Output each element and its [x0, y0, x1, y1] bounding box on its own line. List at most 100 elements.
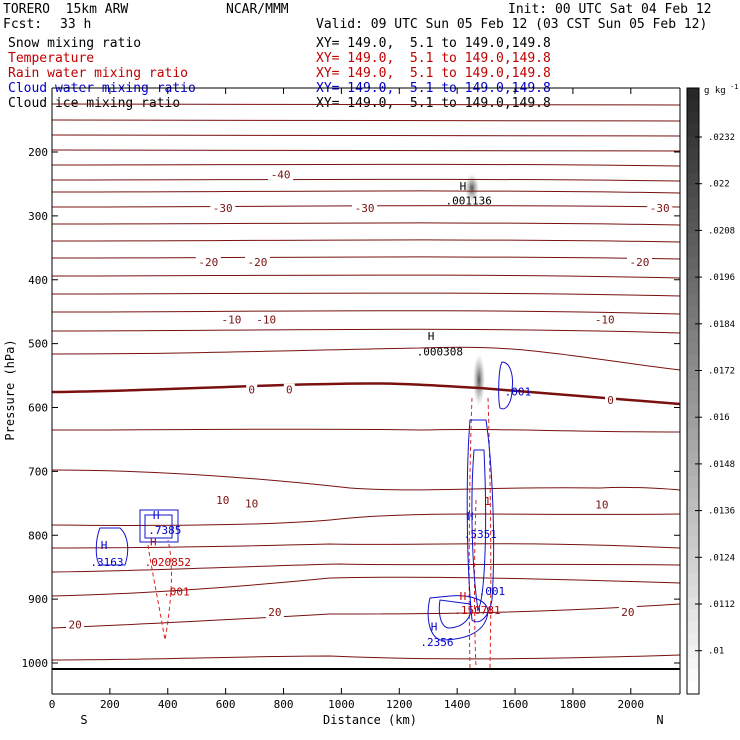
isotherm — [51, 163, 681, 167]
x-tick-label: 1600 — [502, 698, 529, 711]
temperature-label: 10 — [245, 497, 258, 510]
cloud-water-contour — [427, 595, 489, 641]
annotation-label: H — [460, 590, 467, 603]
temperature-label-bg — [246, 383, 258, 396]
colorbar-tick-label: .0196 — [708, 273, 735, 283]
isotherm — [51, 119, 681, 122]
annotation-label: .001 — [505, 386, 532, 399]
temperature-label-bg — [66, 618, 85, 631]
colorbar-swatch — [687, 633, 699, 647]
temperature-label: 20 — [268, 606, 281, 619]
snow-shading-column — [473, 354, 485, 406]
freezing-level-isotherm — [51, 382, 681, 406]
temperature-label-bg — [592, 313, 618, 326]
temperature-label-bg — [218, 313, 244, 326]
annotation-label: .7385 — [148, 524, 181, 537]
isotherm — [51, 256, 681, 260]
annotation-label: .001 — [163, 585, 190, 598]
y-axis-title: Pressure (hPa) — [3, 339, 17, 440]
field-xy-snow: XY= 149.0, 5.1 to 149.0,149.8 — [316, 36, 551, 51]
north-end-label: N — [656, 713, 663, 727]
colorbar-tick-label: .0184 — [708, 320, 735, 330]
colorbar-swatch — [687, 269, 699, 283]
colorbar-swatch — [687, 306, 699, 319]
x-tick-label: 800 — [274, 698, 294, 711]
annotation-label: .000308 — [417, 345, 463, 358]
ice-shading-upper — [465, 174, 479, 202]
colorbar-unit-exponent: -1 — [730, 83, 738, 91]
annotation-label: H — [153, 509, 160, 522]
temperature-label-bg — [195, 255, 221, 268]
temperature-label: 0 — [286, 384, 293, 397]
colorbar-swatch — [687, 184, 699, 198]
colorbar-unit: g kg — [704, 86, 726, 96]
colorbar-swatch — [687, 657, 699, 671]
colorbar-swatch — [687, 257, 699, 271]
colorbar-swatch — [687, 124, 699, 138]
field-name-cloud-ice: Cloud ice mixing ratio — [8, 96, 181, 111]
colorbar-swatch — [687, 584, 699, 598]
colorbar-swatch — [687, 366, 699, 380]
valid-time: Valid: 09 UTC Sun 05 Feb 12 (03 CST Sun … — [316, 17, 708, 32]
rain-contours — [147, 397, 492, 669]
colorbar-tick-label: .022 — [708, 180, 730, 190]
temperature-label-bg — [210, 202, 236, 215]
colorbar-swatch — [687, 681, 699, 695]
y-tick-label: 900 — [28, 593, 48, 606]
colorbar-swatch — [687, 669, 699, 683]
temperature-label: -10 — [595, 313, 615, 326]
colorbar-tick-label: .0172 — [708, 367, 735, 377]
colorbar-swatch — [687, 645, 699, 659]
center-label: NCAR/MMM — [226, 2, 289, 17]
isotherm — [51, 149, 681, 152]
field-xy-cloud-ice: XY= 149.0, 5.1 to 149.0,149.8 — [316, 96, 551, 111]
x-tick-label: 0 — [49, 698, 56, 711]
temperature-label: -20 — [198, 256, 218, 269]
y-tick-label: 700 — [28, 465, 48, 478]
annotation-label: .001136 — [446, 195, 492, 208]
annotation-label: H — [431, 621, 438, 634]
temperature-label: 0 — [248, 384, 255, 397]
y-tick-label: 300 — [28, 210, 48, 223]
isotherm — [51, 178, 681, 182]
field-name-snow: Snow mixing ratio — [8, 36, 142, 51]
forecast-label: Fcst: — [3, 17, 43, 32]
isotherm — [51, 428, 681, 433]
x-ticks: 0 200 400 600 800 1000 1200 1400 1600 1800 2000 — [49, 88, 644, 711]
temperature-label: -30 — [650, 202, 670, 215]
colorbar-swatch — [687, 112, 699, 125]
colorbar-swatch — [687, 524, 699, 538]
y-tick-label: 800 — [28, 529, 48, 542]
colorbar-swatch — [687, 136, 699, 150]
colorbar-swatch — [687, 88, 699, 101]
colorbar-swatch — [687, 354, 699, 368]
x-tick-label: 1000 — [328, 698, 355, 711]
isotherm — [51, 563, 681, 573]
field-xy-temperature: XY= 149.0, 5.1 to 149.0,149.8 — [316, 51, 551, 66]
annotation-label: 1 — [484, 495, 491, 508]
temperature-label-bg — [647, 202, 673, 215]
colorbar-swatch — [687, 330, 699, 344]
isotherm — [51, 103, 681, 106]
temperature-label: 20 — [621, 606, 634, 619]
temperature-label-bg — [265, 605, 284, 618]
annotation-label: .150781 — [454, 604, 500, 617]
colorbar-swatch — [687, 318, 699, 331]
x-tick-label: 200 — [100, 698, 120, 711]
colorbar-swatch — [687, 536, 699, 550]
colorbar-swatch — [687, 487, 699, 501]
rain-contour — [474, 499, 477, 669]
isotherm — [51, 346, 681, 371]
annotation-label: .020852 — [145, 556, 191, 569]
colorbar-swatch — [687, 548, 699, 562]
colorbar-tick-label: .0136 — [708, 507, 735, 517]
rain-contour — [468, 397, 473, 669]
isotherm — [51, 543, 681, 549]
colorbar-tick-label: .01 — [708, 647, 724, 657]
x-tick-label: 400 — [158, 698, 178, 711]
colorbar-swatch — [687, 621, 699, 634]
temperature-label-bg — [626, 255, 652, 268]
temperature-label: -20 — [248, 256, 268, 269]
